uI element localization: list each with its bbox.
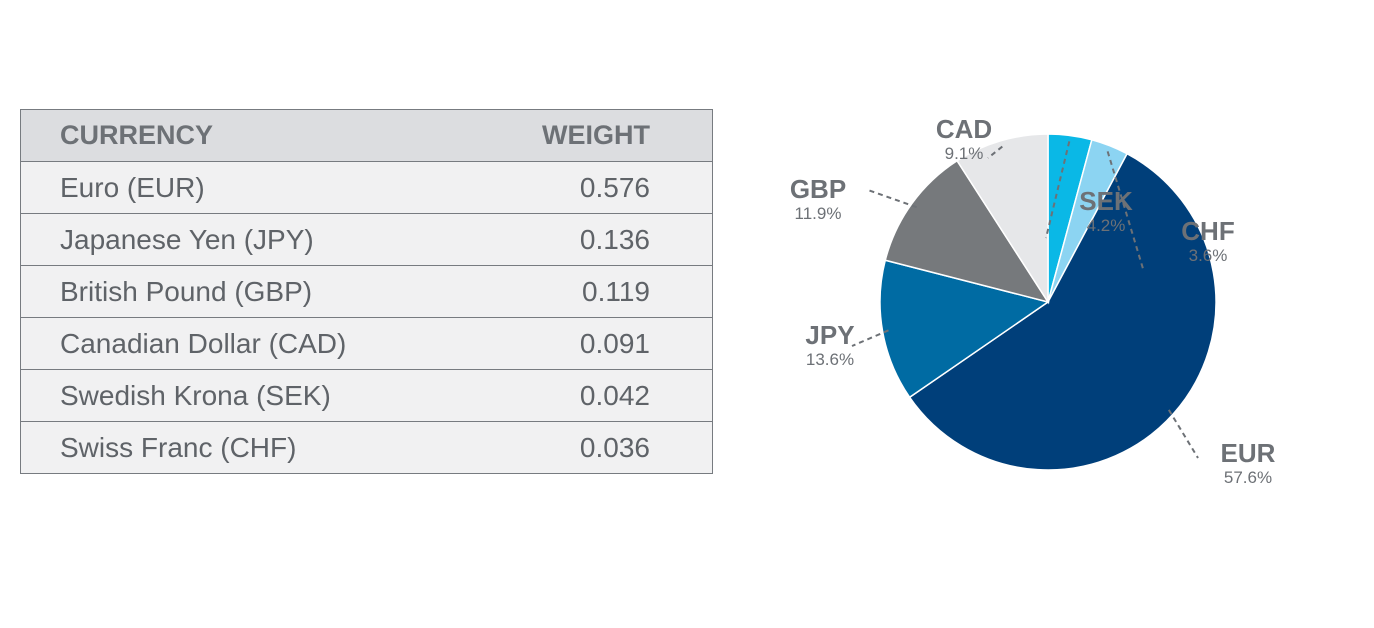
leader-line-jpy (851, 329, 889, 347)
pie-slices (879, 133, 1217, 471)
currency-cell: Swiss Franc (CHF) (20, 421, 475, 474)
table-row: Japanese Yen (JPY) 0.136 (20, 213, 713, 266)
weight-column-header: WEIGHT (474, 109, 713, 162)
table-row: Swedish Krona (SEK) 0.042 (20, 369, 713, 422)
currency-cell: Japanese Yen (JPY) (20, 213, 475, 266)
table-row: Canadian Dollar (CAD) 0.091 (20, 317, 713, 370)
slice-label-chf: CHF (1181, 216, 1234, 246)
currency-cell: British Pound (GBP) (20, 265, 475, 318)
slice-percent-sek: 4.2% (1087, 216, 1126, 235)
slice-percent-gbp: 11.9% (795, 204, 842, 223)
weight-cell: 0.042 (474, 369, 713, 422)
table-row: British Pound (GBP) 0.119 (20, 265, 713, 318)
pie-slice-gbp (884, 159, 1050, 304)
slice-label-gbp: GBP (790, 174, 846, 204)
leader-line-sek (1045, 141, 1071, 239)
currency-cell: Euro (EUR) (20, 161, 475, 214)
weight-cell: 0.119 (474, 265, 713, 318)
leader-line-eur (1167, 409, 1199, 459)
pie-slice-jpy (879, 259, 1050, 399)
slice-label-eur: EUR (1221, 438, 1276, 468)
slice-label-jpy: JPY (805, 320, 854, 350)
currency-cell: Canadian Dollar (CAD) (20, 317, 475, 370)
table-header-row: CURRENCY WEIGHT (20, 109, 713, 162)
weight-cell: 0.576 (474, 161, 713, 214)
currency-column-header: CURRENCY (20, 109, 475, 162)
slice-label-sek: SEK (1079, 186, 1133, 216)
table-row: Swiss Franc (CHF) 0.036 (20, 421, 713, 474)
slice-percent-cad: 9.1% (945, 144, 984, 163)
slice-percent-eur: 57.6% (1224, 468, 1272, 487)
pie-slice-eur (908, 152, 1217, 471)
weight-cell: 0.036 (474, 421, 713, 474)
weight-cell: 0.091 (474, 317, 713, 370)
leader-line-cad (987, 145, 1003, 159)
leader-line-chf (1106, 151, 1145, 273)
table-row: Euro (EUR) 0.576 (20, 161, 713, 214)
slice-percent-jpy: 13.6% (806, 350, 854, 369)
currency-weights-table: CURRENCY WEIGHT Euro (EUR) 0.576 Japanes… (20, 109, 713, 474)
weight-cell: 0.136 (474, 213, 713, 266)
slice-label-cad: CAD (936, 114, 992, 144)
slice-percent-chf: 3.6% (1189, 246, 1228, 265)
pie-leader-lines (851, 141, 1199, 459)
leader-line-gbp (867, 189, 917, 209)
pie-slice-cad (956, 133, 1049, 305)
currency-cell: Swedish Krona (SEK) (20, 369, 475, 422)
